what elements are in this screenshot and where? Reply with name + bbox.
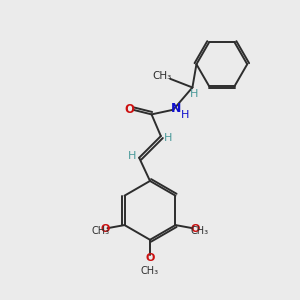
Text: O: O — [190, 224, 200, 234]
Text: CH₃: CH₃ — [141, 266, 159, 276]
Text: N: N — [170, 102, 181, 115]
Text: O: O — [124, 103, 134, 116]
Text: H: H — [181, 110, 189, 120]
Text: CH₃: CH₃ — [92, 226, 110, 236]
Text: O: O — [100, 224, 110, 234]
Text: CH₃: CH₃ — [190, 226, 208, 236]
Text: H: H — [128, 151, 136, 161]
Text: CH₃: CH₃ — [153, 71, 172, 81]
Text: H: H — [164, 133, 172, 142]
Text: H: H — [190, 89, 198, 99]
Text: O: O — [145, 254, 155, 263]
